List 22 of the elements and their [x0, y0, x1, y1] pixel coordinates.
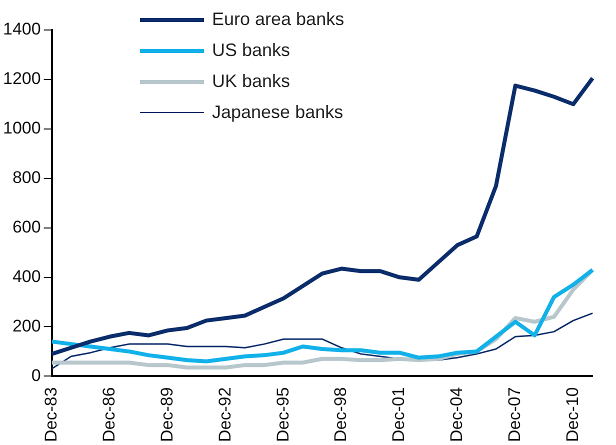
y-tick-label: 400 [12, 266, 41, 286]
x-tick-label: Dec-01 [389, 387, 408, 442]
legend-label: US banks [212, 40, 290, 61]
x-tick-label: Dec-86 [99, 387, 118, 442]
legend-label: Euro area banks [212, 9, 344, 30]
y-tick-label: 800 [12, 168, 41, 188]
legend-label: UK banks [212, 71, 290, 92]
y-tick-label: 600 [12, 218, 41, 237]
x-tick-label: Dec-10 [562, 387, 582, 442]
legend-label: Japanese banks [212, 102, 344, 123]
y-tick-label: 1200 [2, 69, 41, 88]
x-tick-label: Dec-98 [331, 387, 350, 442]
x-tick-label: Dec-92 [215, 387, 234, 442]
x-tick-label: Dec-83 [42, 387, 61, 442]
x-tick-label: Dec-89 [157, 387, 176, 442]
x-tick-label: Dec-04 [447, 387, 466, 442]
x-tick-label: Dec-95 [273, 387, 292, 442]
y-tick-label: 200 [12, 316, 41, 336]
y-tick-label: 1000 [2, 118, 41, 138]
y-tick-label: 1400 [2, 20, 41, 39]
x-tick-label: Dec-07 [505, 387, 524, 442]
y-tick-label: 0 [31, 366, 41, 385]
